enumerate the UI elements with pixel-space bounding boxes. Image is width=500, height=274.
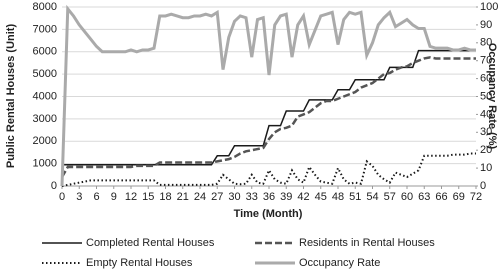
y2-tick-label: 30 xyxy=(480,126,492,138)
x-tick-label: 36 xyxy=(263,191,275,203)
legend-label: Occupancy Rate xyxy=(299,257,380,269)
y-tick-label: 4000 xyxy=(33,90,57,102)
y-tick-label: 3000 xyxy=(33,113,57,125)
x-tick-label: 9 xyxy=(111,191,117,203)
x-tick-label: 21 xyxy=(177,191,189,203)
y2-tick-label: 100 xyxy=(480,1,498,13)
x-tick-label: 24 xyxy=(194,191,206,203)
x-axis-title: Time (Month) xyxy=(234,208,303,220)
y-tick-label: 6000 xyxy=(33,46,57,58)
x-tick-label: 33 xyxy=(246,191,258,203)
x-tick-label: 18 xyxy=(159,191,171,203)
y-tick-label: 2000 xyxy=(33,135,57,147)
y2-tick-label: 50 xyxy=(480,90,492,102)
x-tick-label: 42 xyxy=(297,191,309,203)
legend-label: Completed Rental Houses xyxy=(86,237,215,249)
x-tick-label: 12 xyxy=(125,191,137,203)
x-tick-label: 72 xyxy=(470,191,482,203)
y2-axis-title: Occupancy Rate (%) xyxy=(486,43,498,150)
x-tick-label: 27 xyxy=(211,191,223,203)
x-tick-label: 51 xyxy=(349,191,361,203)
y-tick-label: 5000 xyxy=(33,68,57,80)
y-tick-label: 7000 xyxy=(33,23,57,35)
x-tick-label: 54 xyxy=(366,191,378,203)
y2-tick-label: 20 xyxy=(480,144,492,156)
y2-tick-label: 90 xyxy=(480,19,492,31)
y-axis-title: Public Rental Houses (Unit) xyxy=(5,24,17,169)
y-tick-label: 8000 xyxy=(33,1,57,13)
x-tick-label: 39 xyxy=(280,191,292,203)
legend-label: Residents in Rental Houses xyxy=(299,237,435,249)
x-tick-label: 60 xyxy=(401,191,413,203)
y2-tick-label: 80 xyxy=(480,37,492,49)
y-tick-label: 1000 xyxy=(33,158,57,170)
y2-tick-label: 70 xyxy=(480,55,492,67)
series-line xyxy=(60,56,476,178)
x-tick-label: 63 xyxy=(418,191,430,203)
series-line xyxy=(61,152,476,187)
x-tick-label: 69 xyxy=(453,191,465,203)
x-tick-label: 57 xyxy=(384,191,396,203)
x-tick-label: 66 xyxy=(435,191,447,203)
x-tick-label: 0 xyxy=(59,191,65,203)
x-tick-label: 45 xyxy=(315,191,327,203)
x-tick-label: 3 xyxy=(76,191,82,203)
x-tick-label: 6 xyxy=(93,191,99,203)
x-tick-label: 30 xyxy=(228,191,240,203)
y-tick-label: 0 xyxy=(51,180,57,192)
x-tick-label: 48 xyxy=(332,191,344,203)
y2-tick-label: 0 xyxy=(480,180,486,192)
y2-tick-label: 10 xyxy=(480,162,492,174)
series-line xyxy=(60,4,476,187)
y2-tick-label: 40 xyxy=(480,108,492,120)
x-tick-label: 15 xyxy=(142,191,154,203)
y2-tick-label: 60 xyxy=(480,73,492,85)
legend-label: Empty Rental Houses xyxy=(86,257,193,269)
